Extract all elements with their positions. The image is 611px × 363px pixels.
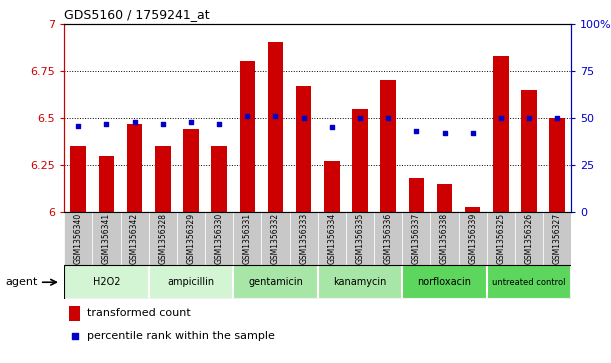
Text: agent: agent: [5, 277, 37, 287]
Bar: [183, 129, 199, 212]
Point: [73, 123, 83, 129]
Bar: [346, 212, 374, 265]
Text: H2O2: H2O2: [93, 277, 120, 287]
Bar: [409, 178, 424, 212]
Text: GSM1356335: GSM1356335: [356, 213, 365, 264]
Bar: [402, 212, 430, 265]
Bar: [177, 212, 205, 265]
Point: [383, 115, 393, 121]
Point: [440, 130, 450, 136]
Text: GSM1356341: GSM1356341: [102, 213, 111, 264]
Bar: [69, 306, 81, 321]
Text: untreated control: untreated control: [492, 278, 566, 287]
Bar: [381, 80, 396, 212]
Point: [70, 333, 80, 339]
Point: [130, 119, 139, 125]
Bar: [549, 118, 565, 212]
Bar: [374, 212, 402, 265]
Bar: [262, 212, 290, 265]
Text: GSM1356334: GSM1356334: [327, 213, 336, 264]
Bar: [64, 212, 92, 265]
Point: [243, 113, 252, 119]
Text: GSM1356331: GSM1356331: [243, 213, 252, 264]
Text: GSM1356336: GSM1356336: [384, 213, 393, 264]
Bar: [98, 156, 114, 212]
Bar: [487, 212, 515, 265]
Bar: [318, 212, 346, 265]
Bar: [402, 265, 487, 299]
Text: GSM1356328: GSM1356328: [158, 213, 167, 264]
Point: [271, 113, 280, 119]
Bar: [459, 212, 487, 265]
Point: [214, 121, 224, 127]
Bar: [70, 146, 86, 212]
Text: GSM1356327: GSM1356327: [553, 213, 562, 264]
Text: GSM1356326: GSM1356326: [524, 213, 533, 264]
Bar: [465, 207, 480, 212]
Bar: [352, 109, 368, 212]
Text: GSM1356342: GSM1356342: [130, 213, 139, 264]
Point: [552, 115, 562, 121]
Bar: [127, 124, 142, 212]
Text: GSM1356332: GSM1356332: [271, 213, 280, 264]
Point: [327, 125, 337, 130]
Bar: [148, 212, 177, 265]
Text: GSM1356333: GSM1356333: [299, 213, 308, 264]
Text: GSM1356338: GSM1356338: [440, 213, 449, 264]
Text: norfloxacin: norfloxacin: [417, 277, 472, 287]
Point: [186, 119, 196, 125]
Text: GSM1356337: GSM1356337: [412, 213, 421, 264]
Point: [158, 121, 167, 127]
Bar: [430, 212, 459, 265]
Bar: [92, 212, 120, 265]
Text: GDS5160 / 1759241_at: GDS5160 / 1759241_at: [64, 8, 210, 21]
Bar: [437, 184, 452, 212]
Point: [355, 115, 365, 121]
Point: [101, 121, 111, 127]
Bar: [493, 56, 508, 212]
Text: transformed count: transformed count: [87, 308, 191, 318]
Point: [496, 115, 506, 121]
Bar: [120, 212, 148, 265]
Bar: [268, 42, 284, 212]
Text: kanamycin: kanamycin: [333, 277, 387, 287]
Bar: [515, 212, 543, 265]
Bar: [148, 265, 233, 299]
Text: GSM1356329: GSM1356329: [186, 213, 196, 264]
Bar: [543, 212, 571, 265]
Bar: [318, 265, 402, 299]
Text: GSM1356325: GSM1356325: [496, 213, 505, 264]
Text: GSM1356340: GSM1356340: [74, 213, 82, 264]
Bar: [233, 212, 262, 265]
Point: [411, 128, 421, 134]
Bar: [324, 162, 340, 212]
Bar: [487, 265, 571, 299]
Bar: [64, 265, 148, 299]
Point: [299, 115, 309, 121]
Text: gentamicin: gentamicin: [248, 277, 303, 287]
Bar: [233, 265, 318, 299]
Bar: [240, 61, 255, 212]
Text: GSM1356330: GSM1356330: [214, 213, 224, 264]
Text: GSM1356339: GSM1356339: [468, 213, 477, 264]
Point: [468, 130, 478, 136]
Text: ampicillin: ampicillin: [167, 277, 214, 287]
Text: percentile rank within the sample: percentile rank within the sample: [87, 331, 275, 341]
Bar: [211, 146, 227, 212]
Bar: [296, 86, 312, 212]
Bar: [205, 212, 233, 265]
Bar: [290, 212, 318, 265]
Bar: [521, 90, 537, 212]
Bar: [155, 146, 170, 212]
Point: [524, 115, 534, 121]
